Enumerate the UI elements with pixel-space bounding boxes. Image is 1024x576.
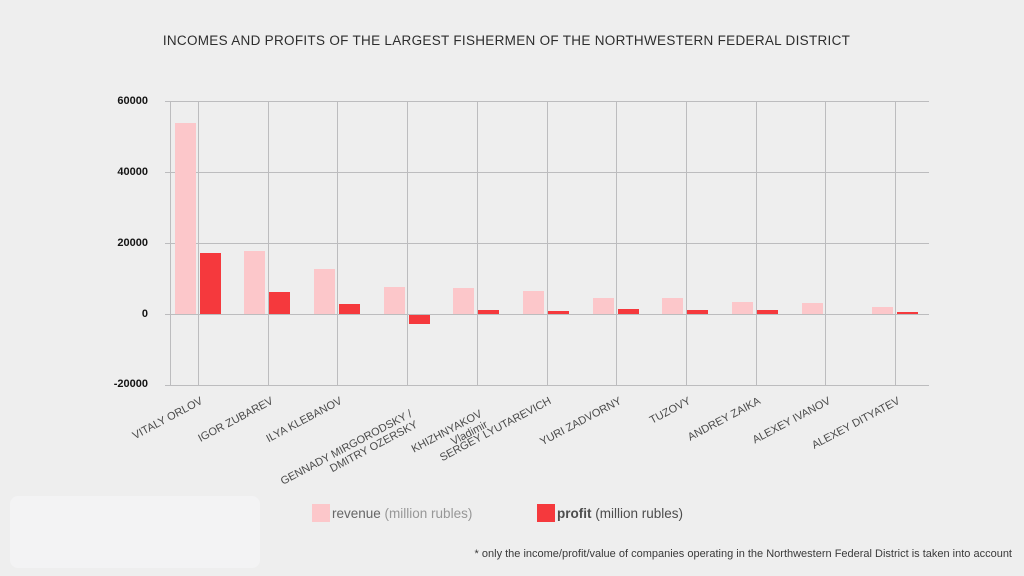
x-axis-label-line: VITALY ORLOV	[130, 395, 206, 443]
legend-item-profit: profit (million rubles)	[537, 504, 683, 522]
profit-legend-label: profit (million rubles)	[557, 506, 683, 521]
background-card	[10, 496, 260, 568]
x-axis-label-line: IGOR ZUBAREV	[195, 395, 275, 445]
profit-bar[interactable]	[338, 304, 360, 314]
revenue-legend-label: revenue (million rubles)	[332, 506, 472, 521]
profit-legend-name: profit	[557, 505, 592, 521]
gridline-vertical	[755, 101, 757, 385]
y-axis-tick-label: 60000	[117, 94, 148, 107]
y-axis-tick-label: -20000	[113, 378, 148, 391]
revenue-bar[interactable]	[732, 301, 754, 314]
profit-bar[interactable]	[757, 309, 779, 314]
profit-bar[interactable]	[408, 315, 430, 324]
gridline-vertical	[407, 101, 409, 385]
footnote: * only the income/profit/value of compan…	[474, 548, 1012, 560]
profit-bar[interactable]	[199, 253, 221, 314]
y-axis-tick-label: 20000	[117, 236, 148, 249]
profit-legend-swatch	[537, 504, 555, 522]
gridline-vertical	[825, 101, 827, 385]
x-axis-category-label: ILYA KLEBANOV	[264, 395, 345, 446]
x-axis-label-line: ILYA KLEBANOV	[264, 395, 345, 446]
gridline-vertical	[616, 101, 618, 385]
legend-item-revenue: revenue (million rubles)	[312, 504, 472, 522]
profit-bar[interactable]	[548, 310, 569, 314]
gridline-vertical	[546, 101, 548, 385]
y-axis-tick-label: 40000	[117, 165, 148, 178]
y-axis-line	[170, 101, 171, 385]
profit-bar[interactable]	[269, 292, 291, 314]
x-axis-label-line: TUZOVY	[648, 395, 694, 427]
revenue-legend-swatch	[312, 504, 330, 522]
profit-bar[interactable]	[617, 309, 639, 314]
gridline-vertical	[476, 101, 478, 385]
gridline-vertical	[685, 101, 687, 385]
revenue-bar[interactable]	[871, 306, 893, 314]
x-axis-category-label: TUZOVY	[648, 395, 694, 427]
chart-title: INCOMES AND PROFITS OF THE LARGEST FISHE…	[162, 33, 851, 48]
x-axis-label-line: DMITRY OZERSKY	[328, 418, 420, 475]
gridline-vertical	[198, 101, 199, 385]
gridline-vertical	[895, 101, 896, 385]
profit-bar[interactable]	[478, 309, 500, 314]
revenue-legend-name: revenue	[332, 505, 381, 521]
profit-legend-unit: (million rubles)	[591, 505, 684, 521]
profit-bar[interactable]	[687, 310, 709, 314]
x-axis-category-label: VITALY ORLOV	[130, 395, 206, 443]
revenue-bar[interactable]	[592, 297, 614, 314]
gridline-horizontal	[165, 384, 929, 386]
revenue-legend-unit: (million rubles)	[380, 505, 473, 521]
revenue-bar[interactable]	[174, 122, 196, 314]
revenue-bar[interactable]	[313, 269, 335, 314]
revenue-bar[interactable]	[801, 302, 823, 314]
x-axis-category-label: IGOR ZUBAREV	[195, 395, 275, 445]
revenue-bar[interactable]	[383, 286, 405, 314]
revenue-bar[interactable]	[453, 288, 475, 314]
gridline-vertical	[337, 101, 339, 385]
y-axis-tick-label: 0	[141, 307, 148, 320]
revenue-bar[interactable]	[662, 298, 684, 314]
revenue-bar[interactable]	[523, 291, 544, 314]
profit-bar[interactable]	[896, 312, 918, 314]
revenue-bar[interactable]	[244, 251, 266, 314]
gridline-vertical	[267, 101, 269, 385]
